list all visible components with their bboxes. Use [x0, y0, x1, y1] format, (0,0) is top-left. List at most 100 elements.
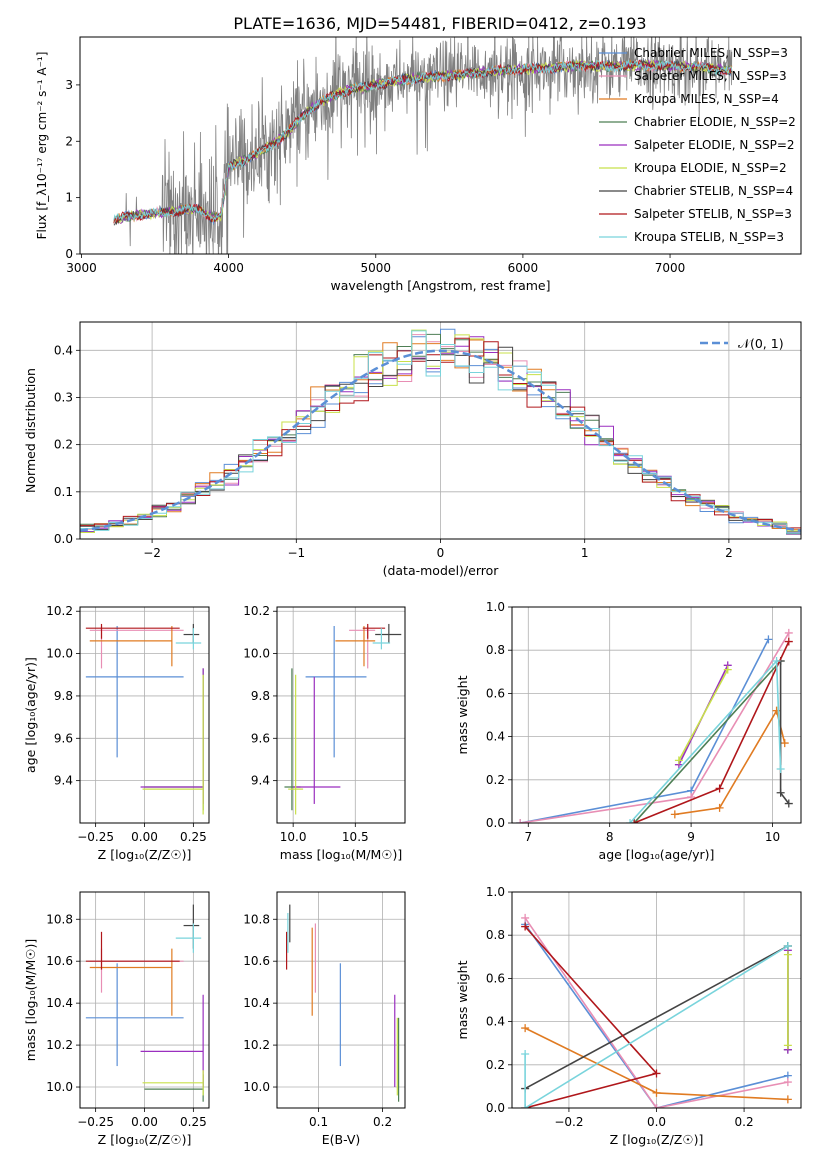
- legend-label: Kroupa MILES, N_SSP=4: [634, 92, 779, 106]
- residuals-frame: [79, 321, 802, 540]
- weight-age-axes: 7 8 9 10 0.0 0.2 0.4 0.6 0.8 1.0 age [log₁₀(age/yr…: [455, 600, 802, 862]
- x-tick-label: 0.1: [309, 1115, 328, 1129]
- y-axis-label: mass [log₁₀(M/M☉)]: [23, 939, 38, 1061]
- z-mass-axes: −0.25 0.00 0.25 10.0 10.2 10.4 10.6 10.8 Z [log₁…: [23, 891, 210, 1147]
- y-tick-label: 10.6: [46, 954, 73, 968]
- y-tick-label: 0.4: [54, 343, 73, 357]
- weight-point-marker: [784, 799, 793, 808]
- weight-point-marker: [521, 922, 530, 931]
- y-tick-label: 9.4: [251, 774, 270, 788]
- legend-label: 𝒩(0, 1): [738, 336, 784, 351]
- weight-point-marker: [715, 784, 724, 793]
- y-tick-label: 10.4: [46, 996, 73, 1010]
- weight-point-marker: [652, 1088, 661, 1097]
- x-tick-label: 0: [437, 546, 445, 560]
- x-tick-label: 0.2: [373, 1115, 392, 1129]
- x-tick-label: 2: [725, 546, 733, 560]
- legend-label: Chabrier STELIB, N_SSP=4: [634, 184, 793, 198]
- figure-title: PLATE=1636, MJD=54481, FIBERID=0412, z=0…: [233, 14, 646, 33]
- y-tick-label: 9.8: [54, 689, 73, 703]
- y-tick-label: 0.3: [54, 390, 73, 404]
- x-tick-label: 9: [687, 830, 695, 844]
- weight-point-marker: [521, 1050, 530, 1058]
- weight-point-marker: [783, 1078, 792, 1087]
- legend-label: Salpeter MILES, N_SSP=3: [634, 69, 787, 83]
- weight-age-plot-area: [516, 628, 793, 823]
- y-tick-label: 9.6: [54, 731, 73, 745]
- weight-point-marker: [670, 810, 679, 819]
- y-axis-label: Flux [f_λ10⁻¹⁷ erg cm⁻² s⁻¹ A⁻¹]: [35, 52, 49, 240]
- x-tick-label: 8: [606, 830, 614, 844]
- weight-point-marker: [652, 1069, 661, 1078]
- weight-series-line: [633, 660, 782, 823]
- y-tick-label: 2: [65, 134, 73, 148]
- y-tick-label: 10.2: [243, 1038, 270, 1052]
- x-tick-label: 6000: [508, 261, 539, 275]
- weight-point-marker: [783, 1041, 792, 1050]
- y-tick-label: 10.2: [243, 604, 270, 618]
- x-axis-label: Z [log₁₀(Z/Z☉)]: [98, 847, 192, 862]
- weight-point-marker: [783, 950, 792, 959]
- weight-point-marker: [723, 665, 732, 674]
- z-mass-frame: [79, 891, 210, 1109]
- x-tick-label: 0.25: [180, 1115, 207, 1129]
- y-tick-label: 0.4: [486, 1015, 505, 1029]
- x-tick-label: 10: [765, 830, 780, 844]
- x-axis-label: age [log₁₀(age/yr)]: [599, 847, 715, 862]
- x-tick-label: 0.0: [647, 1115, 666, 1129]
- weight-series-line: [524, 945, 789, 1108]
- weight-point-marker: [784, 628, 793, 637]
- x-tick-label: 10.0: [280, 830, 307, 844]
- y-tick-label: 0.2: [54, 438, 73, 452]
- legend-label: Chabrier ELODIE, N_SSP=2: [634, 115, 796, 129]
- weight-point-marker: [630, 819, 639, 823]
- y-tick-label: 0.0: [54, 532, 73, 546]
- x-tick-label: 3000: [66, 261, 97, 275]
- x-tick-label: 10.5: [342, 830, 369, 844]
- x-axis-label: Z [log₁₀(Z/Z☉)]: [610, 1132, 704, 1147]
- x-tick-label: 4000: [213, 261, 244, 275]
- weight-point-marker: [626, 819, 635, 823]
- weight-point-marker: [516, 819, 525, 823]
- z-mass-plot-area: [85, 904, 204, 1102]
- weight-point-marker: [715, 803, 724, 812]
- weight-z-frame: [511, 891, 802, 1109]
- y-tick-label: 1: [65, 191, 73, 205]
- y-tick-label: 10.0: [46, 1080, 73, 1094]
- x-tick-label: 7: [524, 830, 532, 844]
- weight-point-marker: [784, 637, 793, 646]
- x-tick-label: −1: [287, 546, 305, 560]
- weight-point-marker: [521, 913, 530, 922]
- y-tick-label: 0.2: [486, 1058, 505, 1072]
- weight-series-line: [524, 923, 789, 1108]
- y-tick-label: 10.8: [46, 912, 73, 926]
- x-tick-label: −2: [143, 546, 161, 560]
- x-axis-label: wavelength [Angstrom, rest frame]: [330, 278, 550, 293]
- x-tick-label: 5000: [360, 261, 391, 275]
- weight-point-marker: [772, 657, 781, 665]
- weight-point-marker: [764, 635, 773, 644]
- y-axis-label: age [log₁₀(age/yr)]: [23, 657, 38, 773]
- spectrum-axes: 3000 4000 5000 6000 7000 0 1 2 3 wavelength [Angs…: [35, 36, 802, 293]
- y-tick-label: 0.2: [486, 773, 505, 787]
- model-spectrum-line: [113, 59, 733, 222]
- normal-curve: [80, 349, 801, 532]
- mass-age-plot-area: [284, 623, 402, 815]
- y-tick-label: 10.2: [46, 604, 73, 618]
- y-tick-label: 10.0: [46, 647, 73, 661]
- weight-point-marker: [521, 1024, 530, 1033]
- residuals-axes: −2 −1 0 1 2 0.0 0.1 0.2 0.3 0.4 (data-model)/error…: [23, 321, 802, 578]
- y-tick-label: 0.0: [486, 1101, 505, 1115]
- spectrum-legend: Chabrier MILES, N_SSP=3 Salpeter MILES, N…: [599, 46, 796, 244]
- y-tick-label: 10.8: [243, 912, 270, 926]
- weight-series-line: [524, 945, 789, 1090]
- y-tick-label: 1.0: [486, 600, 505, 614]
- x-tick-label: −0.25: [77, 1115, 114, 1129]
- weight-point-marker: [783, 1095, 792, 1104]
- x-axis-label: mass [log₁₀(M/M☉)]: [280, 847, 402, 862]
- legend-label: Kroupa STELIB, N_SSP=3: [634, 230, 784, 244]
- x-tick-label: 0.00: [131, 830, 158, 844]
- weight-point-marker: [521, 1104, 530, 1108]
